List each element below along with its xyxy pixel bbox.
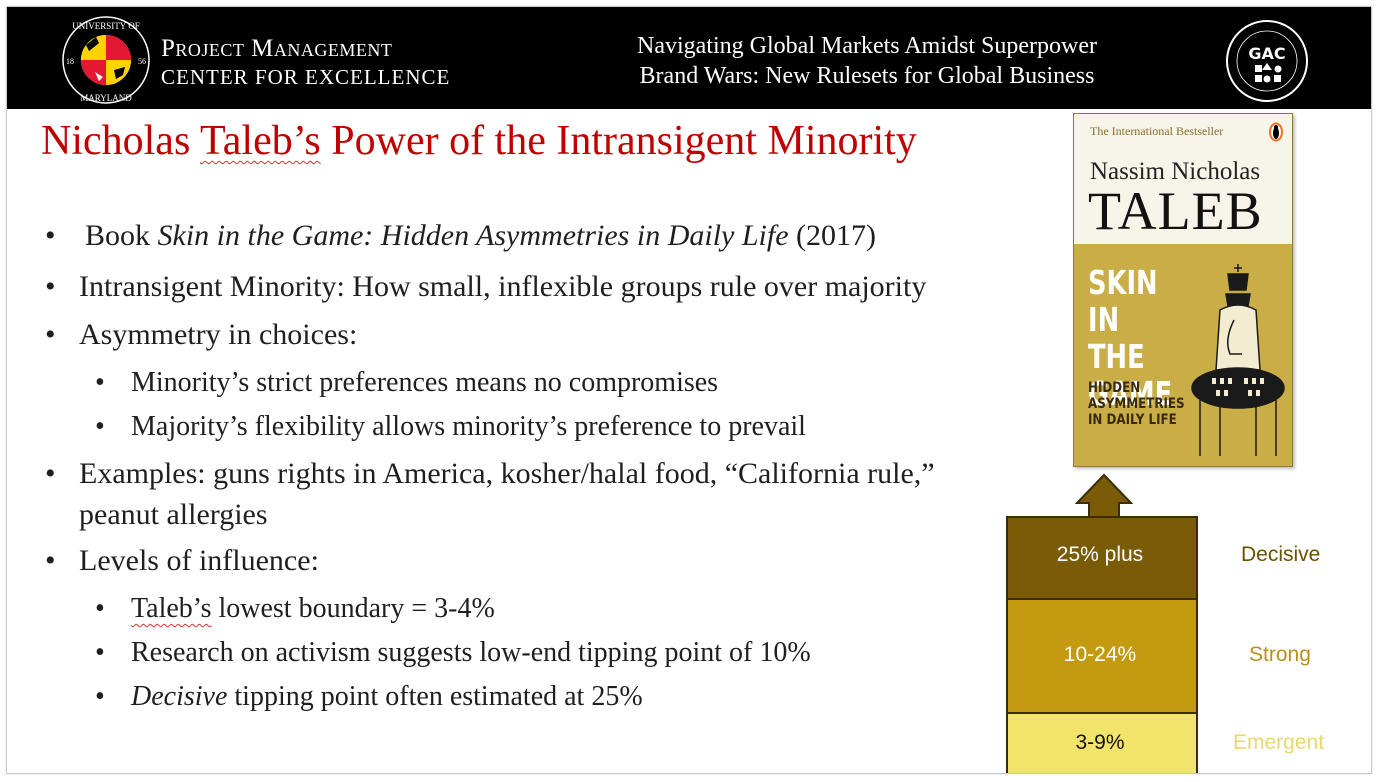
level-emergent-label: Emergent [1233, 731, 1325, 754]
title-word-talebs: Taleb’s [200, 118, 321, 164]
bullet-dot: • [45, 544, 56, 577]
book-tagline: The International Bestseller [1090, 124, 1224, 138]
conference-title-line2: Brand Wars: New Rulesets for Global Busi… [639, 63, 1095, 89]
bullet-book-prefix: Book [85, 219, 158, 252]
bullet-dot: • [95, 637, 105, 668]
org-name-line2: CENTER FOR EXCELLENCE [161, 65, 451, 89]
book-subtitle-line: HIDDEN [1088, 380, 1141, 396]
bullet-dot: • [45, 318, 56, 351]
bullet-dot: • [45, 219, 56, 252]
bullet-text: Minority’s strict preferences means no c… [131, 367, 719, 398]
title-word-nicholas: Nicholas [41, 118, 191, 164]
header-bar: UNIVERSITY OF MARYLAND 18 56 Project Man… [7, 7, 1371, 109]
conference-title-line1: Navigating Global Markets Amidst Superpo… [637, 33, 1097, 59]
book-title-line: IN THE [1088, 300, 1145, 376]
bullet-text: Asymmetry in choices: [79, 318, 358, 351]
org-name-line1: Project Management [161, 35, 393, 62]
level-strong-label: Strong [1249, 643, 1311, 666]
tier-emergent-range: 3-9% [1075, 731, 1125, 754]
book-author-last: TALEB [1088, 181, 1263, 241]
slide-frame: UNIVERSITY OF MARYLAND 18 56 Project Man… [6, 6, 1372, 774]
university-seal-logo: UNIVERSITY OF MARYLAND 18 56 [62, 16, 150, 104]
bullet-text-line1: Examples: guns rights in America, kosher… [79, 457, 935, 490]
bullet-text-line2: peanut allergies [79, 498, 268, 531]
tier-strong-range: 10-24% [1063, 643, 1137, 666]
bullet-dot: • [95, 411, 105, 442]
bullet-text: Majority’s flexibility allows minority’s… [131, 411, 806, 442]
bullet-text-rest: lowest boundary = 3-4% [211, 593, 495, 624]
bullet-dot: • [45, 270, 56, 303]
book-title: SKIN IN THE GAME [1088, 264, 1174, 412]
bullet-dot: • [95, 593, 105, 624]
bullet-text-rest: tipping point often estimated at 25% [227, 681, 643, 712]
conference-title: Navigating Global Markets Amidst Superpo… [567, 31, 1167, 91]
bullet-text: Levels of influence: [79, 544, 319, 577]
word-talebs: Taleb’s [131, 593, 212, 624]
bullet-text: Intransigent Minority: How small, inflex… [79, 270, 927, 303]
book-subtitle-line: ASYMMETRIES [1088, 396, 1185, 412]
seal-year-left: 18 [66, 57, 74, 66]
bullet-book-suffix: (2017) [788, 219, 876, 252]
influence-tier-diagram [1006, 473, 1198, 773]
word-decisive: Decisive [131, 681, 228, 712]
title-rest: Power of the Intransigent Minority [331, 118, 917, 164]
book-title-line: GAME [1088, 374, 1173, 413]
bullet-dot: • [95, 681, 105, 712]
chess-player-illustration [1191, 264, 1285, 456]
book-cover-top-panel [1074, 114, 1292, 244]
bullet-dot: • [45, 457, 56, 490]
level-decisive-label: Decisive [1241, 543, 1321, 566]
tier-decisive-range: 25% plus [1056, 543, 1144, 566]
gac-accreditation-logo: GAC [1226, 20, 1308, 102]
bullet-text: Research on activism suggests low-end ti… [131, 637, 811, 668]
slide-title: Nicholas Taleb’s Power of the Intransige… [41, 117, 917, 165]
book-title-line: SKIN [1088, 263, 1158, 302]
bullet-dot: • [95, 367, 105, 398]
gac-logo-letters: GAC [1248, 44, 1285, 63]
book-author-first: Nassim Nicholas [1090, 158, 1261, 185]
seal-year-right: 56 [138, 57, 146, 66]
penguin-logo-icon [1269, 122, 1283, 142]
seal-text-bottom: MARYLAND [80, 93, 132, 103]
tier-emergent-block [1006, 712, 1198, 773]
book-subtitle-line: IN DAILY LIFE [1088, 412, 1177, 428]
book-cover-image: The International Bestseller Nassim Nich… [1073, 113, 1293, 467]
book-subtitle: HIDDEN ASYMMETRIES IN DAILY LIFE [1088, 380, 1199, 428]
seal-text-top: UNIVERSITY OF [72, 21, 139, 31]
bullet-book-title: Skin in the Game: Hidden Asymmetries in … [157, 219, 789, 252]
